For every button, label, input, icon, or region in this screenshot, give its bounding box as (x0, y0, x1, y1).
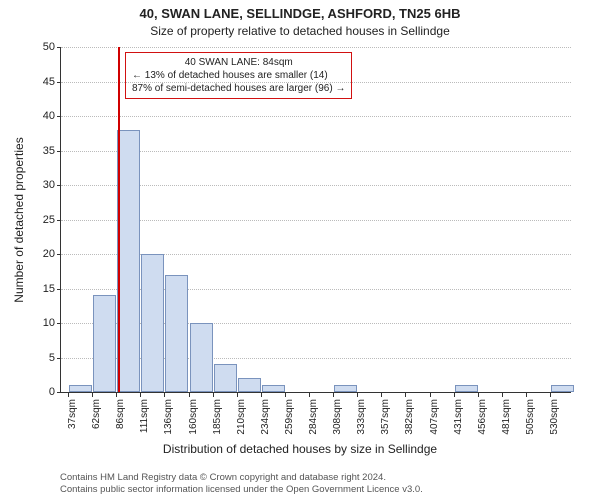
y-tick-mark (57, 289, 61, 290)
x-tick-mark (189, 393, 190, 397)
x-tick-mark (92, 393, 93, 397)
credits-line: Contains public sector information licen… (60, 484, 423, 496)
y-tick-mark (57, 323, 61, 324)
histogram-bar (93, 295, 116, 392)
annotation-line: ← 13% of detached houses are smaller (14… (132, 69, 345, 82)
credits-line: Contains HM Land Registry data © Crown c… (60, 472, 423, 484)
x-tick-mark (261, 393, 262, 397)
x-tick-label: 62sqm (91, 399, 102, 429)
x-tick-mark (526, 393, 527, 397)
x-tick-label: 210sqm (236, 399, 247, 435)
x-axis-label: Distribution of detached houses by size … (0, 442, 600, 456)
x-tick-mark (140, 393, 141, 397)
histogram-bar (165, 275, 188, 392)
x-tick-mark (68, 393, 69, 397)
y-tick-label: 0 (25, 387, 55, 398)
x-tick-label: 357sqm (380, 399, 391, 435)
x-tick-mark (478, 393, 479, 397)
y-axis-label: Number of detached properties (12, 137, 26, 302)
y-tick-mark (57, 151, 61, 152)
x-tick-label: 136sqm (163, 399, 174, 435)
histogram-bar (334, 385, 357, 392)
y-tick-label: 35 (25, 146, 55, 157)
x-tick-mark (285, 393, 286, 397)
x-tick-mark (237, 393, 238, 397)
property-marker-line (118, 47, 120, 392)
y-tick-label: 15 (25, 284, 55, 295)
x-tick-mark (333, 393, 334, 397)
annotation-line: 87% of semi-detached houses are larger (… (132, 82, 345, 95)
page-subtitle: Size of property relative to detached ho… (0, 24, 600, 38)
x-tick-label: 234sqm (260, 399, 271, 435)
gridline (61, 116, 571, 117)
x-tick-mark (381, 393, 382, 397)
histogram-bar (117, 130, 140, 392)
x-tick-label: 481sqm (501, 399, 512, 435)
x-tick-label: 407sqm (429, 399, 440, 435)
x-tick-label: 160sqm (188, 399, 199, 435)
y-tick-mark (57, 220, 61, 221)
x-tick-mark (550, 393, 551, 397)
x-tick-label: 431sqm (453, 399, 464, 435)
x-tick-mark (430, 393, 431, 397)
histogram-bar (190, 323, 213, 392)
annotation-box: 40 SWAN LANE: 84sqm ← 13% of detached ho… (125, 52, 352, 99)
x-tick-mark (309, 393, 310, 397)
x-tick-label: 37sqm (67, 399, 78, 429)
credits: Contains HM Land Registry data © Crown c… (60, 472, 423, 496)
y-tick-label: 10 (25, 318, 55, 329)
x-tick-mark (357, 393, 358, 397)
y-tick-mark (57, 47, 61, 48)
y-tick-label: 45 (25, 77, 55, 88)
x-tick-mark (405, 393, 406, 397)
histogram-plot: 40 SWAN LANE: 84sqm ← 13% of detached ho… (60, 47, 571, 393)
x-tick-label: 456sqm (477, 399, 488, 435)
histogram-bar (238, 378, 261, 392)
histogram-bar (141, 254, 164, 392)
x-tick-label: 86sqm (115, 399, 126, 429)
y-tick-label: 30 (25, 180, 55, 191)
gridline (61, 82, 571, 83)
y-tick-mark (57, 116, 61, 117)
x-tick-label: 185sqm (212, 399, 223, 435)
x-tick-label: 259sqm (284, 399, 295, 435)
annotation-line: 40 SWAN LANE: 84sqm (132, 56, 345, 69)
y-tick-label: 5 (25, 353, 55, 364)
x-tick-label: 308sqm (332, 399, 343, 435)
x-tick-mark (164, 393, 165, 397)
y-tick-mark (57, 358, 61, 359)
y-tick-mark (57, 185, 61, 186)
x-tick-label: 284sqm (308, 399, 319, 435)
histogram-bar (214, 364, 237, 392)
y-tick-label: 50 (25, 42, 55, 53)
x-tick-label: 505sqm (525, 399, 536, 435)
x-tick-layer: 37sqm 62sqm 86sqm 111sqm 136sqm 160sqm 185sqm 2… (60, 393, 570, 443)
x-tick-label: 382sqm (404, 399, 415, 435)
gridline (61, 47, 571, 48)
x-tick-label: 333sqm (356, 399, 367, 435)
y-tick-label: 25 (25, 215, 55, 226)
x-tick-mark (454, 393, 455, 397)
histogram-bar (262, 385, 285, 392)
y-tick-mark (57, 254, 61, 255)
histogram-bar (551, 385, 574, 392)
page-title: 40, SWAN LANE, SELLINDGE, ASHFORD, TN25 … (0, 6, 600, 21)
y-tick-label: 20 (25, 249, 55, 260)
y-tick-mark (57, 82, 61, 83)
x-tick-label: 530sqm (549, 399, 560, 435)
histogram-bar (69, 385, 92, 392)
x-tick-label: 111sqm (139, 399, 150, 433)
x-tick-mark (213, 393, 214, 397)
x-tick-mark (116, 393, 117, 397)
y-tick-label: 40 (25, 111, 55, 122)
x-tick-mark (502, 393, 503, 397)
histogram-bar (455, 385, 478, 392)
